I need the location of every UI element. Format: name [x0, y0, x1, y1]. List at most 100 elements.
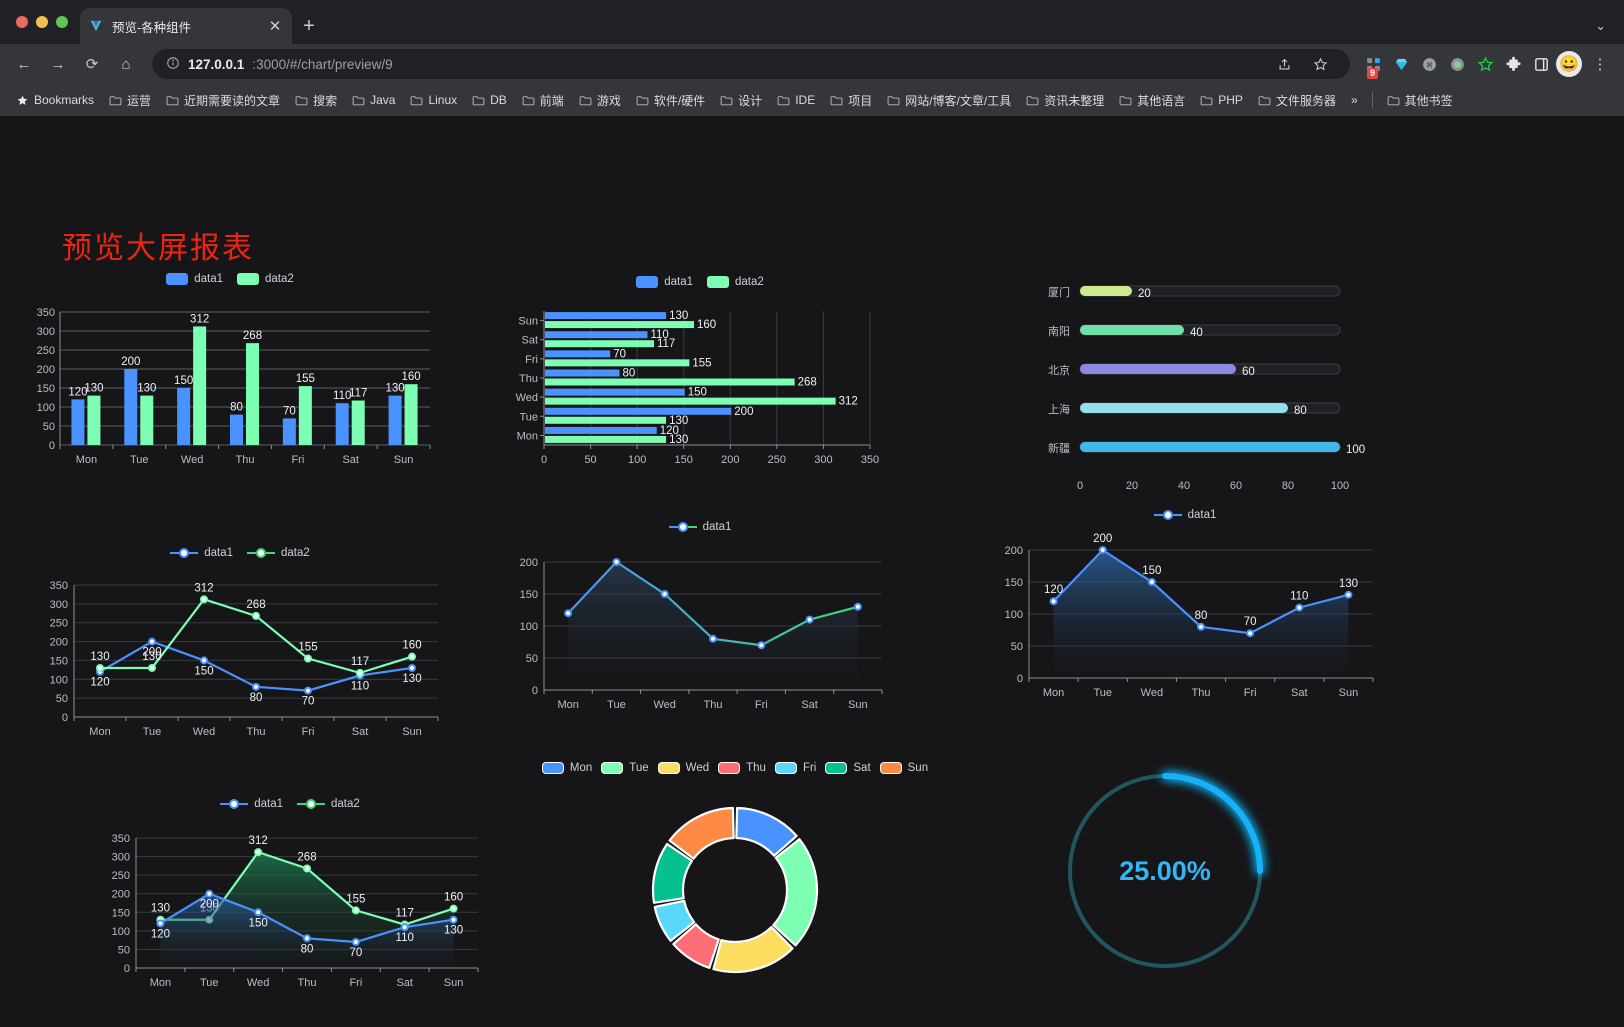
bookmark-folder[interactable]: IDE	[771, 90, 821, 110]
data-point[interactable]	[351, 938, 360, 946]
legend-item-tue[interactable]: Tue	[601, 762, 649, 774]
data-point[interactable]	[148, 637, 156, 646]
data-point[interactable]	[1197, 622, 1205, 631]
legend-item-data2[interactable]: data2	[297, 798, 360, 810]
pie-slice[interactable]	[672, 923, 720, 969]
home-button[interactable]: ⌂	[121, 55, 131, 73]
bar[interactable]	[545, 369, 620, 377]
bookmark-folder[interactable]: 近期需要读的文章	[160, 89, 286, 112]
bar[interactable]	[545, 378, 795, 386]
bookmark-folder[interactable]: 运营	[103, 89, 157, 112]
bar[interactable]	[335, 403, 349, 445]
bar[interactable]	[545, 350, 611, 358]
legend-item-sun[interactable]: Sun	[879, 762, 928, 774]
data-point[interactable]	[400, 923, 409, 932]
bar[interactable]	[351, 400, 365, 445]
legend-item-fri[interactable]: Fri	[774, 762, 816, 774]
data-point[interactable]	[1295, 603, 1304, 612]
data-point[interactable]	[252, 682, 260, 691]
pie-slice[interactable]	[668, 806, 735, 860]
bar[interactable]	[246, 343, 259, 445]
bar[interactable]	[545, 388, 685, 396]
reload-button[interactable]: ⟳	[85, 56, 99, 73]
bar[interactable]	[545, 312, 667, 320]
bookmark-folder[interactable]: 其他语言	[1113, 89, 1191, 112]
chart-donut[interactable]: Mon Tue Wed Thu Fri Sat Sun	[541, 756, 928, 1006]
data-point[interactable]	[356, 668, 364, 677]
extensions-grid-icon[interactable]: 9	[1360, 51, 1386, 79]
bar[interactable]	[545, 359, 690, 367]
chart-bar-vertical[interactable]: data1 data2 350 300 250 200 150 100 50 0 120 130…	[20, 268, 440, 483]
other-bookmarks-folder[interactable]: 其他书签	[1381, 89, 1459, 112]
bookmark-folder[interactable]: Linux	[404, 90, 463, 110]
bar[interactable]	[177, 388, 191, 445]
bar[interactable]	[87, 395, 101, 445]
legend-item-data2[interactable]: data2	[237, 273, 294, 285]
legend-item-mon[interactable]: Mon	[541, 762, 592, 774]
data-point[interactable]	[564, 609, 573, 618]
data-point[interactable]	[304, 686, 312, 695]
data-point[interactable]	[853, 602, 862, 611]
share-icon[interactable]	[1268, 48, 1300, 80]
data-point[interactable]	[805, 615, 814, 624]
side-panel-icon[interactable]	[1528, 51, 1554, 77]
back-button[interactable]: ←	[16, 55, 32, 73]
legend-item-data1[interactable]: data1	[170, 547, 233, 559]
progress-fill[interactable]	[1080, 325, 1184, 335]
pie-slice[interactable]	[712, 925, 794, 974]
chart-area-dual[interactable]: data1 data2 3503002502001501005001301303…	[90, 792, 490, 1007]
data-point[interactable]	[1049, 597, 1058, 606]
close-tab-icon[interactable]: ✕	[268, 17, 282, 35]
bookmark-folder[interactable]: 前端	[516, 89, 570, 112]
data-point[interactable]	[303, 864, 311, 873]
data-point[interactable]	[148, 663, 156, 672]
address-bar[interactable]: 127.0.0.1 :3000/#/chart/preview/9	[152, 49, 1350, 79]
bar[interactable]	[545, 331, 648, 339]
puzzle-extension-icon[interactable]	[1500, 51, 1526, 77]
data-point[interactable]	[1147, 578, 1156, 586]
data-point[interactable]	[709, 634, 717, 643]
avatar[interactable]: 😀	[1556, 51, 1582, 77]
data-point[interactable]	[303, 934, 311, 943]
pie-slice[interactable]	[651, 842, 694, 904]
bookmark-folder[interactable]: 软件/硬件	[630, 89, 711, 112]
maximize-window-button[interactable]	[56, 16, 68, 28]
close-window-button[interactable]	[16, 16, 28, 28]
bar[interactable]	[545, 397, 836, 405]
data-point[interactable]	[757, 641, 766, 650]
data-point[interactable]	[408, 652, 416, 661]
progress-fill[interactable]	[1080, 442, 1340, 452]
forward-button[interactable]: →	[50, 55, 66, 73]
bookmark-folder[interactable]: Java	[346, 90, 401, 110]
browser-menu-icon[interactable]: ⋮	[1592, 56, 1608, 73]
legend-item-data1[interactable]: data1	[1153, 509, 1216, 521]
data-point[interactable]	[200, 656, 208, 665]
command-circle-icon[interactable]: ⌘	[1416, 51, 1442, 77]
bar[interactable]	[545, 416, 667, 424]
bookmark-folder[interactable]: 文件服务器	[1252, 89, 1342, 112]
green-circle-icon[interactable]	[1444, 51, 1470, 77]
legend-item-data1[interactable]: data1	[636, 276, 693, 288]
chart-line-dual[interactable]: data1 data2 350 300 250 200 150 100 50 0 120 200 1…	[30, 541, 450, 756]
bookmark-folder[interactable]: 游戏	[573, 89, 627, 112]
data-point[interactable]	[351, 906, 360, 915]
bar[interactable]	[545, 407, 732, 415]
pie-slice[interactable]	[653, 899, 696, 942]
data-point[interactable]	[304, 654, 312, 663]
data-point[interactable]	[1098, 546, 1107, 554]
data-point[interactable]	[660, 590, 669, 598]
data-point[interactable]	[449, 915, 458, 924]
bookmark-folder[interactable]: DB	[466, 90, 513, 110]
browser-tab[interactable]: 预览-各种组件 ✕	[80, 8, 292, 44]
legend-item-data1[interactable]: data1	[668, 521, 731, 533]
bookmark-folder[interactable]: 搜索	[289, 89, 343, 112]
bar[interactable]	[282, 418, 296, 445]
chart-progress-bars[interactable]: 厦门 20 南阳 40 北京 60 上海 80 新疆 100 0 20 40 60 80 100	[990, 271, 1390, 506]
data-point[interactable]	[612, 558, 621, 566]
green-star-icon[interactable]	[1472, 51, 1498, 77]
bar[interactable]	[545, 426, 657, 434]
bar[interactable]	[545, 340, 654, 348]
bookmarks-overflow-icon[interactable]: »	[1350, 93, 1358, 107]
bookmark-folder[interactable]: 设计	[714, 89, 768, 112]
bar[interactable]	[545, 435, 667, 443]
